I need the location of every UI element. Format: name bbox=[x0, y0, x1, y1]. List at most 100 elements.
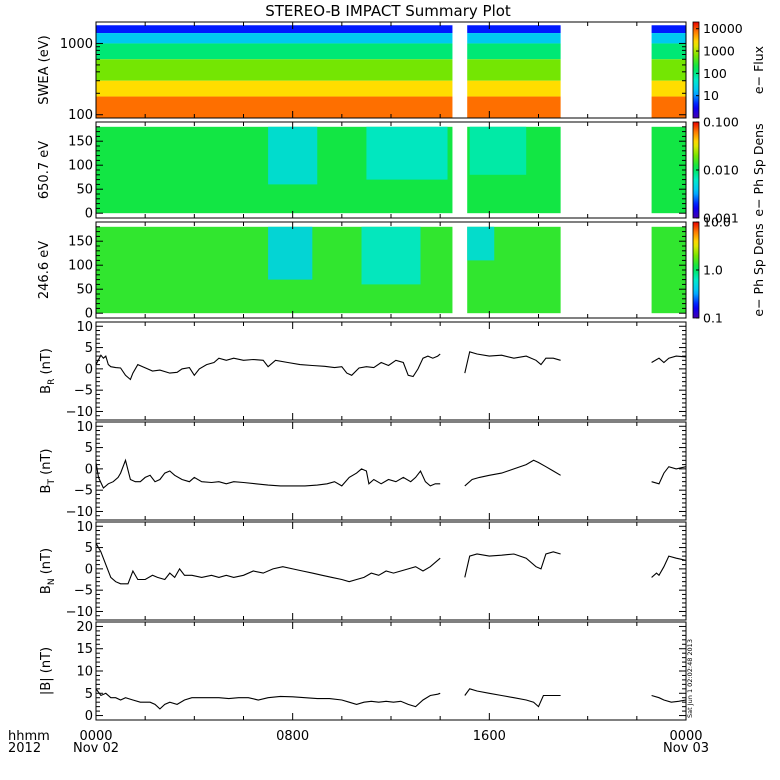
swea-band bbox=[96, 33, 453, 44]
swea-band bbox=[96, 43, 453, 60]
br-ytick-label: 10 bbox=[76, 320, 93, 335]
pad650-colorbar-tick-label: 0.001 bbox=[703, 211, 739, 226]
side-timestamp: Sat Jun 1 02:02:48 2013 bbox=[686, 639, 694, 718]
pad650-low-interval bbox=[469, 126, 527, 175]
bmag-ytick-label: 5 bbox=[85, 687, 93, 702]
br-traces bbox=[96, 351, 686, 381]
pad650-ylabel: 650.7 eV bbox=[37, 141, 52, 199]
swea-colorbar-tick-label: 10 bbox=[703, 88, 719, 103]
pad650-segment bbox=[651, 126, 686, 214]
swea-colorbar-tick-label: 100 bbox=[703, 66, 727, 81]
br-ytick-label: −10 bbox=[66, 405, 93, 420]
pad650-ytick-label: 50 bbox=[76, 183, 93, 198]
bt-trace bbox=[464, 459, 561, 487]
bmag-ytick-label: 20 bbox=[76, 620, 93, 635]
corner-label-hhmm: hhmm bbox=[8, 729, 50, 744]
panel-bt: −10 −5 0 5 10 BT (nT) bbox=[39, 420, 687, 521]
pad650-ytick-label: 100 bbox=[68, 159, 93, 174]
panel-bn: −10 −5 0 5 10 BN (nT) bbox=[39, 520, 687, 621]
bmag-trace bbox=[464, 688, 561, 708]
swea-band bbox=[467, 33, 561, 44]
bmag-ytick-label: 0 bbox=[85, 709, 93, 724]
bt-trace bbox=[96, 458, 441, 489]
pad650-low-interval bbox=[268, 126, 318, 185]
bn-ytick-label: −10 bbox=[66, 605, 93, 620]
br-ytick-label: 5 bbox=[85, 341, 93, 356]
swea-band bbox=[96, 59, 453, 81]
pad246-segment bbox=[651, 226, 686, 314]
bt-ytick-label: 5 bbox=[85, 441, 93, 456]
bn-ytick-label: 10 bbox=[76, 520, 93, 535]
pad246-low-interval bbox=[467, 226, 495, 261]
swea-ytick-label: 1000 bbox=[60, 37, 93, 52]
time-tick-label: 0000 bbox=[669, 729, 702, 744]
pad650-spectrogram bbox=[96, 126, 686, 214]
swea-band bbox=[467, 59, 561, 81]
panel-pad246: 0.1 1.0 10.0 e− Ph Sp Dens 0 50 100 150 246.6 eV bbox=[37, 215, 766, 326]
pad246-ytick-label: 0 bbox=[85, 307, 93, 322]
pad246-ytick-label: 150 bbox=[68, 235, 93, 250]
swea-spectrogram bbox=[96, 25, 686, 118]
bn-ylabel: BN (nT) bbox=[39, 548, 57, 594]
swea-ytick-label: 100 bbox=[68, 108, 93, 123]
bmag-ytick-label: 10 bbox=[76, 665, 93, 680]
swea-band bbox=[651, 25, 686, 34]
panel-bmag: 0 5 10 15 20 |B| (nT) bbox=[39, 620, 687, 724]
bt-traces bbox=[96, 458, 686, 489]
swea-band bbox=[467, 43, 561, 60]
swea-band bbox=[467, 80, 561, 97]
bt-frame bbox=[95, 421, 687, 521]
bt-ytick-label: 0 bbox=[85, 462, 93, 477]
swea-band bbox=[651, 80, 686, 97]
pad650-ytick-label: 0 bbox=[85, 207, 93, 222]
br-ytick-label: 0 bbox=[85, 362, 93, 377]
pad246-colorbar-label: e− Ph Sp Dens bbox=[751, 223, 766, 316]
br-trace bbox=[464, 351, 561, 374]
pad246-ytick-label: 50 bbox=[76, 283, 93, 298]
swea-band bbox=[651, 43, 686, 60]
pad246-ytick-label: 100 bbox=[68, 259, 93, 274]
swea-band bbox=[651, 59, 686, 81]
swea-ylabel: SWEA (eV) bbox=[37, 35, 52, 104]
panel-pad650: 0.001 0.010 0.100 e− Ph Sp Dens 0 50 100 150 650… bbox=[37, 115, 766, 226]
swea-colorbar-tick-label: 10000 bbox=[703, 21, 743, 36]
swea-colorbar-tick-label: 1000 bbox=[703, 44, 735, 59]
pad246-colorbar-tick-label: 1.0 bbox=[703, 263, 723, 278]
bn-ytick-label: 0 bbox=[85, 562, 93, 577]
bn-trace bbox=[96, 543, 441, 585]
date-label: Nov 03 bbox=[663, 741, 709, 756]
br-trace bbox=[651, 355, 686, 364]
bmag-ytick-label: 15 bbox=[76, 642, 93, 657]
corner-label-year: 2012 bbox=[8, 741, 41, 756]
bn-traces bbox=[96, 543, 686, 585]
pad246-low-interval bbox=[268, 226, 313, 280]
pad246-colorbar-tick-label: 10.0 bbox=[703, 215, 731, 230]
swea-colorbar bbox=[692, 21, 700, 119]
pad650-colorbar-label: e− Ph Sp Dens bbox=[751, 123, 766, 216]
bt-ytick-label: 10 bbox=[76, 420, 93, 435]
time-tick-label: 0800 bbox=[276, 729, 309, 744]
br-ylabel: BR (nT) bbox=[39, 348, 57, 394]
bn-frame bbox=[95, 521, 687, 621]
swea-band bbox=[467, 25, 561, 34]
pad650-ytick-label: 150 bbox=[68, 135, 93, 150]
bn-trace bbox=[651, 555, 686, 578]
pad246-ylabel: 246.6 eV bbox=[37, 241, 52, 299]
br-trace bbox=[96, 353, 441, 381]
pad650-low-interval bbox=[366, 126, 448, 180]
time-tick-label: 1600 bbox=[473, 729, 506, 744]
bmag-traces bbox=[96, 688, 686, 710]
bn-ytick-label: 5 bbox=[85, 541, 93, 556]
bmag-trace bbox=[651, 694, 686, 703]
pad650-colorbar-tick-label: 0.010 bbox=[703, 163, 739, 178]
pad246-colorbar-tick-label: 0.1 bbox=[703, 311, 723, 326]
date-label: Nov 02 bbox=[73, 741, 119, 756]
bmag-ylabel: |B| (nT) bbox=[39, 647, 54, 695]
swea-band bbox=[651, 96, 686, 118]
pad246-low-interval bbox=[361, 226, 421, 285]
swea-band bbox=[96, 96, 453, 118]
br-ytick-label: −5 bbox=[74, 384, 93, 399]
swea-band bbox=[96, 80, 453, 97]
